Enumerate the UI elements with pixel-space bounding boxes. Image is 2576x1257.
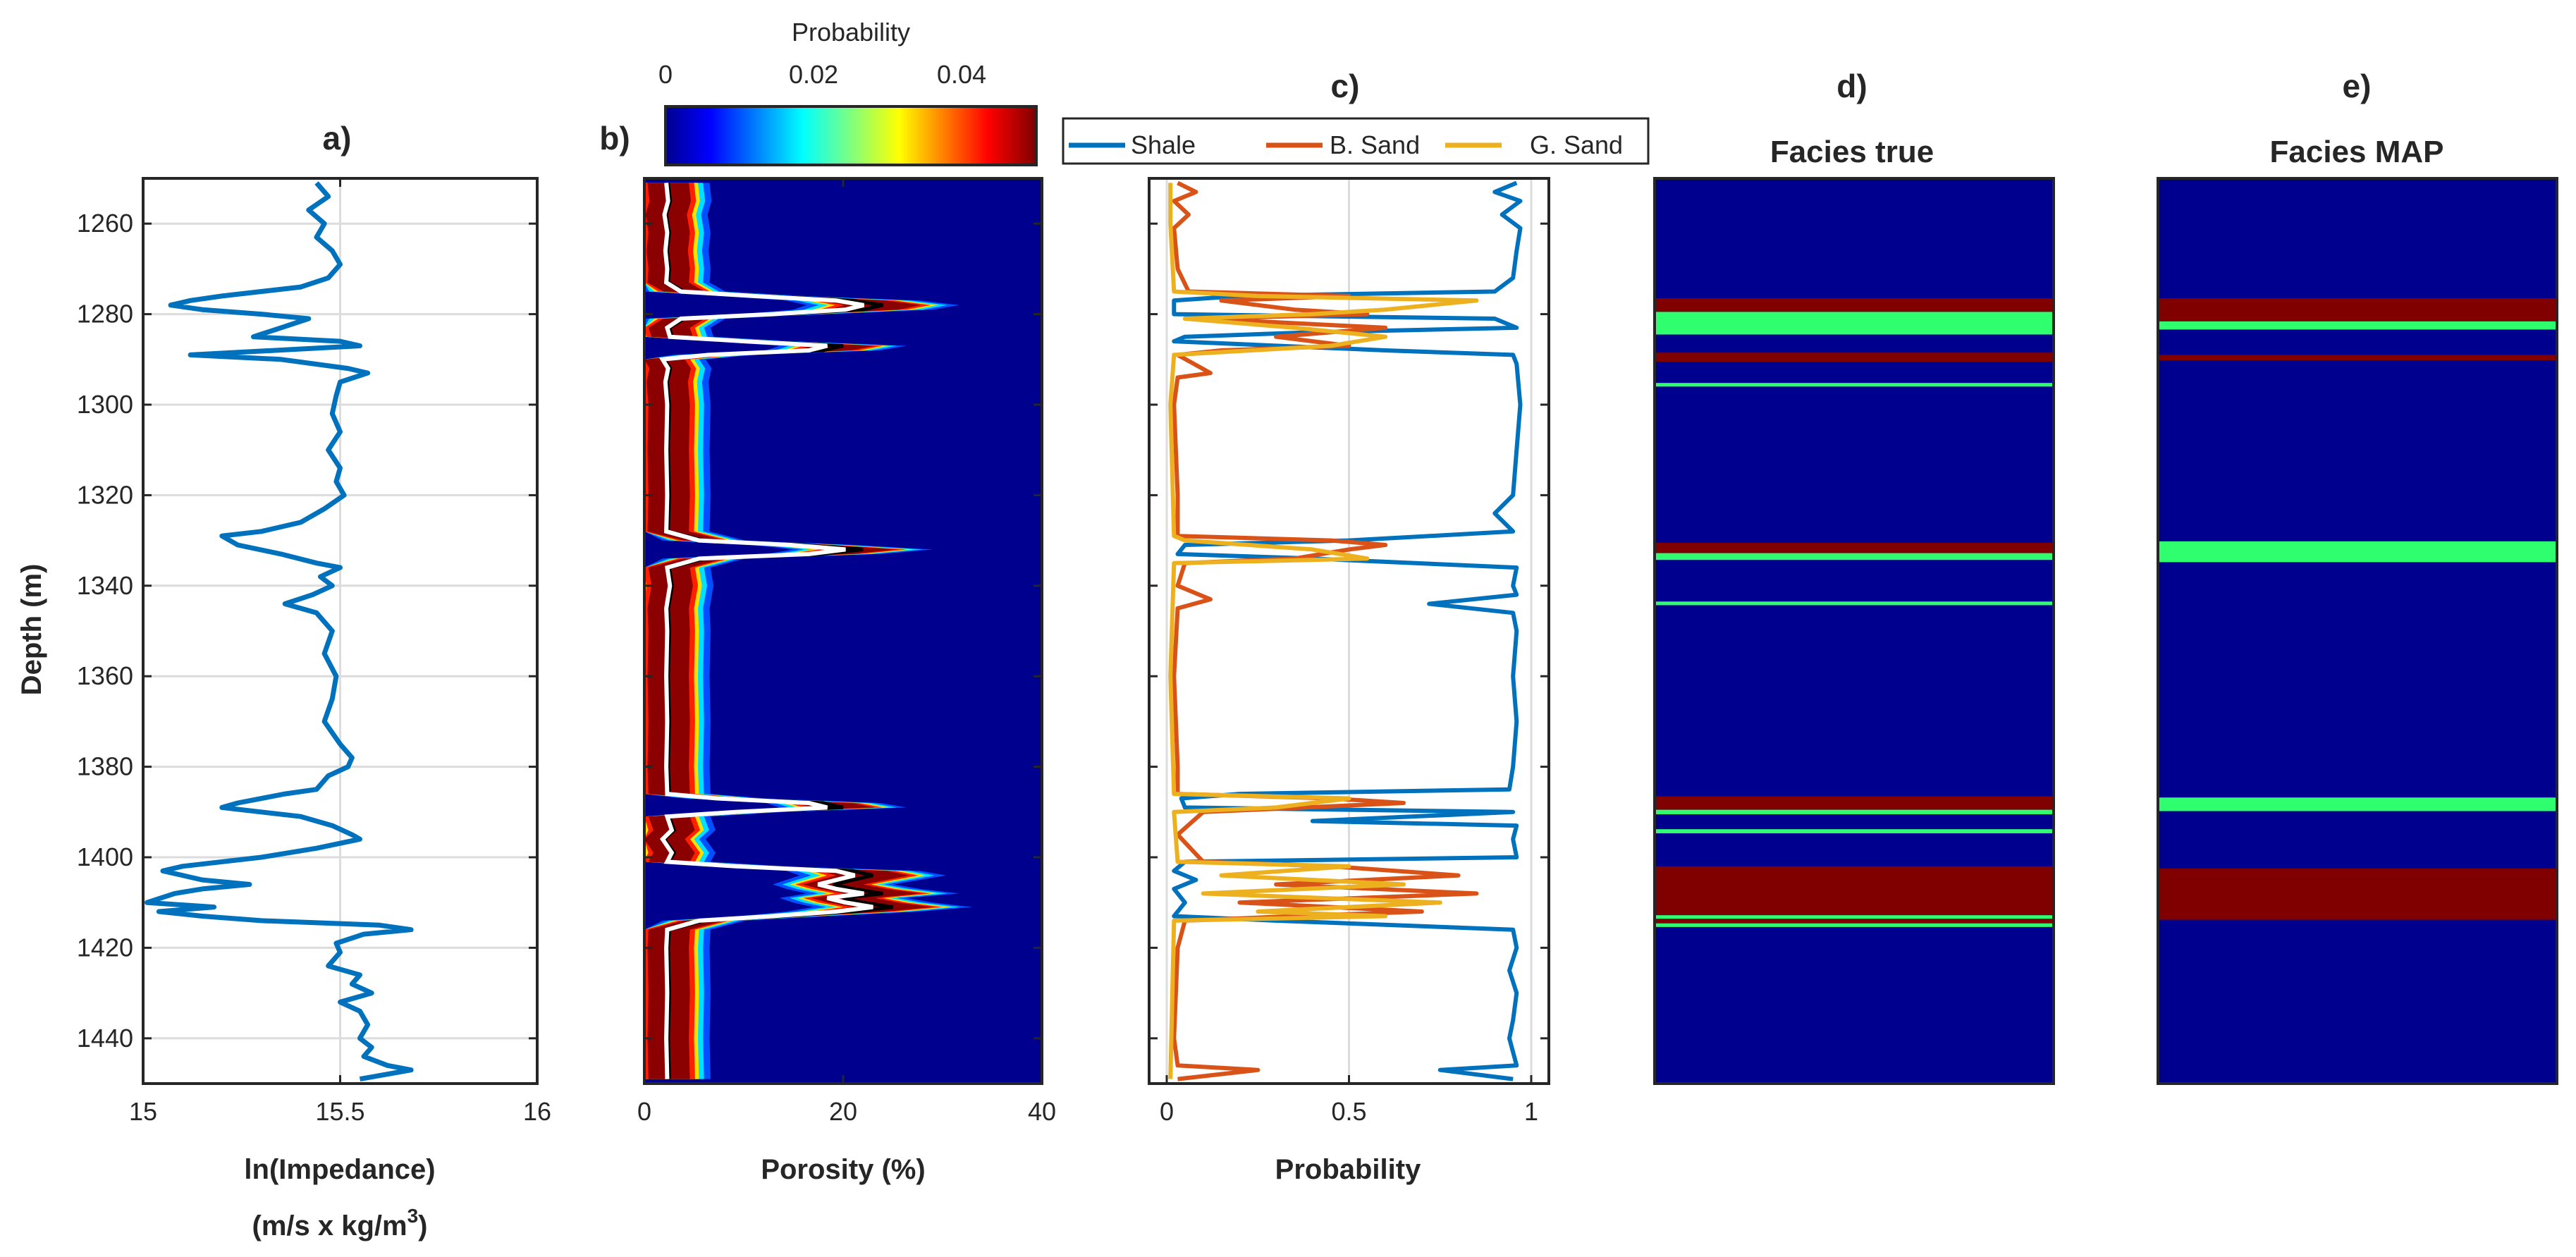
facies-true-brine-sand-layer (1655, 352, 2054, 362)
panel-label-e: e) (2343, 68, 2372, 104)
panel-c-xtick-label: 0.5 (1331, 1097, 1366, 1126)
units-exponent: 3 (407, 1205, 419, 1227)
panel-b-xtick-label: 20 (829, 1097, 857, 1126)
x-axis-label-probability: Probability (1275, 1154, 1421, 1185)
panel-a-xtick-label: 15.5 (315, 1097, 364, 1126)
colorbar-tick: 0 (658, 60, 673, 89)
panel-a-xtick-label: 16 (523, 1097, 551, 1126)
legend: Shale B. Sand G. Sand (1062, 117, 1650, 165)
panel-a-ytick-label: 1420 (77, 933, 133, 962)
panel-b-porosity: 0 20 40 (637, 177, 1056, 1126)
legend-box (1062, 117, 1650, 165)
panel-a-ytick-label: 1360 (77, 661, 133, 690)
panel-e-title: Facies MAP (2270, 135, 2444, 169)
facies-true-brine-sand-layer (1655, 298, 2054, 312)
probability-line-g-sand (1168, 183, 1479, 1079)
legend-label-shale: Shale (1131, 130, 1196, 159)
colorbar-title: Probability (792, 18, 910, 47)
panel-a-ytick-label: 1280 (77, 300, 133, 329)
panel-a-ytick-label: 1300 (77, 390, 133, 419)
porosity-estimate-line (658, 183, 873, 1079)
facies-true-brine-sand-layer (1655, 919, 2054, 924)
panel-label-d: d) (1836, 68, 1867, 104)
colorbar: Probability 0 0.02 0.04 (658, 18, 1038, 166)
panel-a-xtick-label: 15 (129, 1097, 157, 1126)
legend-label-brine-sand: B. Sand (1330, 130, 1420, 159)
y-axis-label-depth: Depth (m) (16, 564, 47, 696)
colorbar-gradient (664, 105, 1038, 166)
panel-label-c: c) (1331, 68, 1360, 104)
panel-a-impedance: 15 15.5 16 1260 1280 1300 1320 1340 1360 1380 1400… (77, 177, 551, 1126)
facies-true-gas-sand-layer (1655, 312, 2054, 335)
panel-b-xtick-label: 40 (1028, 1097, 1056, 1126)
x-axis-label-impedance: ln(Impedance) (244, 1154, 435, 1185)
facies-true-frame (1653, 177, 2055, 1085)
impedance-log-line (145, 181, 414, 1082)
facies-map-frame (2157, 177, 2558, 1085)
panel-label-a: a) (323, 120, 352, 157)
probability-band-darkred (644, 183, 933, 1079)
facies-true-gas-sand-layer (1655, 829, 2054, 833)
facies-true-gas-sand-layer (1655, 601, 2054, 606)
colorbar-tick: 0.02 (789, 60, 838, 89)
panel-e-facies-map (2157, 177, 2558, 1085)
legend-label-gas-sand: G. Sand (1530, 130, 1623, 159)
panel-a-ytick-label: 1380 (77, 752, 133, 781)
panel-a-ytick-label: 1440 (77, 1024, 133, 1053)
facies-true-brine-sand-layer (1655, 866, 2054, 916)
facies-true-gas-sand-layer (1655, 915, 2054, 919)
facies-map-gas-sand-layer (2158, 321, 2557, 330)
facies-map-brine-sand-layer (2158, 869, 2557, 920)
panel-c-xtick-label: 1 (1524, 1097, 1538, 1126)
facies-map-gas-sand-layer (2158, 541, 2557, 563)
panel-d-title: Facies true (1770, 135, 1934, 169)
x-axis-label-porosity: Porosity (%) (761, 1154, 925, 1185)
panel-b-xtick-label: 0 (637, 1097, 651, 1126)
facies-map-brine-sand-layer (2158, 298, 2557, 321)
facies-true-gas-sand-layer (1655, 809, 2054, 815)
panel-a-ytick-label: 1400 (77, 842, 133, 871)
panel-a-ytick-label: 1340 (77, 571, 133, 600)
panel-label-b: b) (599, 120, 630, 157)
panel-d-facies-true (1653, 177, 2055, 1085)
units-close: ) (418, 1210, 427, 1241)
probability-line-shale (1172, 180, 1523, 1081)
colorbar-tick: 0.04 (937, 60, 986, 89)
panel-c-probability: 0 0.5 1 (1148, 177, 1550, 1126)
porosity-true-line (661, 183, 893, 1079)
facies-true-brine-sand-layer (1655, 796, 2054, 810)
panel-c-xtick-label: 0 (1160, 1097, 1174, 1126)
facies-map-gas-sand-layer (2158, 797, 2557, 811)
facies-true-gas-sand-layer (1655, 553, 2054, 560)
facies-true-gas-sand-layer (1655, 383, 2054, 387)
panel-a-ytick-label: 1320 (77, 480, 133, 509)
facies-true-brine-sand-layer (1655, 542, 2054, 553)
facies-map-brine-sand-layer (2158, 355, 2557, 361)
panel-a-ytick-label: 1260 (77, 209, 133, 238)
facies-true-gas-sand-layer (1655, 923, 2054, 927)
units-base: (m/s x kg/m (252, 1210, 407, 1241)
x-axis-label-impedance-units: (m/s x kg/m3) (252, 1205, 428, 1241)
